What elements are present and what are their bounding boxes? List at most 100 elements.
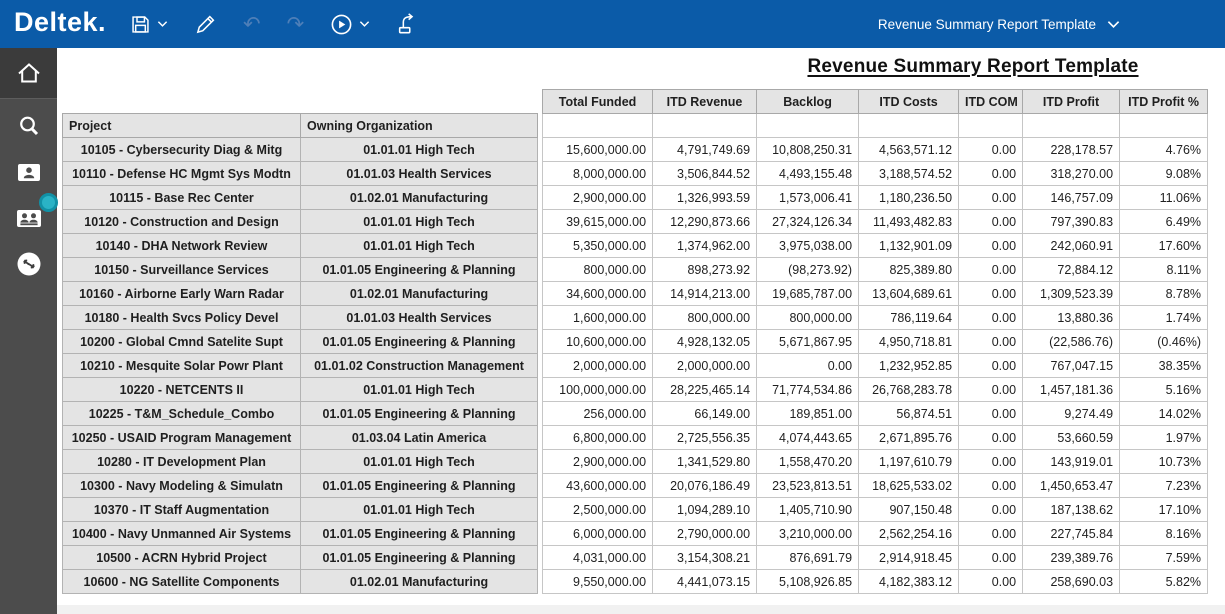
total-funded-cell[interactable]: 39,615,000.00	[543, 210, 653, 234]
itd-costs-cell[interactable]: 11,493,482.83	[859, 210, 959, 234]
backlog-cell[interactable]: 27,324,126.34	[757, 210, 859, 234]
itd-profit-cell[interactable]: 1,450,653.47	[1023, 474, 1120, 498]
itd-revenue-cell[interactable]: 2,000,000.00	[653, 354, 757, 378]
total-funded-cell[interactable]: 9,550,000.00	[543, 570, 653, 594]
itd-costs-cell[interactable]: 4,563,571.12	[859, 138, 959, 162]
backlog-cell[interactable]: 3,975,038.00	[757, 234, 859, 258]
backlog-cell[interactable]: 71,774,534.86	[757, 378, 859, 402]
itd-revenue-cell[interactable]: 1,326,993.59	[653, 186, 757, 210]
itd-revenue-cell[interactable]: 12,290,873.66	[653, 210, 757, 234]
backlog-cell[interactable]: 876,691.79	[757, 546, 859, 570]
col-header-total-funded[interactable]: Total Funded	[543, 90, 653, 114]
table-row[interactable]: 10140 - DHA Network Review01.01.01 High …	[63, 234, 1208, 258]
project-cell[interactable]: 10250 - USAID Program Management	[63, 426, 301, 450]
itd-com-cell[interactable]: 0.00	[959, 570, 1023, 594]
itd-profit-cell[interactable]: 146,757.09	[1023, 186, 1120, 210]
table-row[interactable]: 10115 - Base Rec Center01.02.01 Manufact…	[63, 186, 1208, 210]
backlog-cell[interactable]: 0.00	[757, 354, 859, 378]
itd-com-cell[interactable]: 0.00	[959, 306, 1023, 330]
backlog-cell[interactable]: 3,210,000.00	[757, 522, 859, 546]
itd-revenue-cell[interactable]: 1,094,289.10	[653, 498, 757, 522]
itd-profit-pct-cell[interactable]: 8.78%	[1120, 282, 1208, 306]
total-funded-cell[interactable]: 2,900,000.00	[543, 186, 653, 210]
project-cell[interactable]: 10600 - NG Satellite Components	[63, 570, 301, 594]
total-funded-cell[interactable]: 100,000,000.00	[543, 378, 653, 402]
org-cell[interactable]: 01.01.03 Health Services	[301, 162, 538, 186]
total-funded-cell[interactable]: 6,000,000.00	[543, 522, 653, 546]
itd-profit-pct-cell[interactable]: 7.59%	[1120, 546, 1208, 570]
itd-profit-cell[interactable]: 13,880.36	[1023, 306, 1120, 330]
total-funded-cell[interactable]: 6,800,000.00	[543, 426, 653, 450]
backlog-cell[interactable]: 19,685,787.00	[757, 282, 859, 306]
itd-com-cell[interactable]: 0.00	[959, 402, 1023, 426]
itd-costs-cell[interactable]: 13,604,689.61	[859, 282, 959, 306]
org-cell[interactable]: 01.01.05 Engineering & Planning	[301, 330, 538, 354]
itd-profit-cell[interactable]: 242,060.91	[1023, 234, 1120, 258]
itd-com-cell[interactable]: 0.00	[959, 426, 1023, 450]
itd-com-cell[interactable]: 0.00	[959, 258, 1023, 282]
itd-profit-cell[interactable]: 72,884.12	[1023, 258, 1120, 282]
itd-revenue-cell[interactable]: 4,928,132.05	[653, 330, 757, 354]
itd-com-cell[interactable]: 0.00	[959, 162, 1023, 186]
itd-revenue-cell[interactable]: 4,441,073.15	[653, 570, 757, 594]
itd-profit-pct-cell[interactable]: 11.06%	[1120, 186, 1208, 210]
total-funded-cell[interactable]: 256,000.00	[543, 402, 653, 426]
itd-costs-cell[interactable]: 1,197,610.79	[859, 450, 959, 474]
org-cell[interactable]: 01.01.01 High Tech	[301, 138, 538, 162]
itd-profit-pct-cell[interactable]: 8.11%	[1120, 258, 1208, 282]
project-cell[interactable]: 10400 - Navy Unmanned Air Systems	[63, 522, 301, 546]
itd-revenue-cell[interactable]: 800,000.00	[653, 306, 757, 330]
itd-revenue-cell[interactable]: 1,374,962.00	[653, 234, 757, 258]
sidebar-item-employee[interactable]	[17, 160, 41, 184]
itd-revenue-cell[interactable]: 898,273.92	[653, 258, 757, 282]
backlog-cell[interactable]: 189,851.00	[757, 402, 859, 426]
itd-profit-pct-cell[interactable]: 7.23%	[1120, 474, 1208, 498]
org-cell[interactable]: 01.01.01 High Tech	[301, 498, 538, 522]
org-cell[interactable]: 01.02.01 Manufacturing	[301, 570, 538, 594]
itd-profit-cell[interactable]: (22,586.76)	[1023, 330, 1120, 354]
total-funded-cell[interactable]: 1,600,000.00	[543, 306, 653, 330]
itd-profit-pct-cell[interactable]: 4.76%	[1120, 138, 1208, 162]
backlog-cell[interactable]: 23,523,813.51	[757, 474, 859, 498]
table-row[interactable]: 10160 - Airborne Early Warn Radar01.02.0…	[63, 282, 1208, 306]
itd-profit-cell[interactable]: 228,178.57	[1023, 138, 1120, 162]
table-row[interactable]: 10150 - Surveillance Services01.01.05 En…	[63, 258, 1208, 282]
org-cell[interactable]: 01.01.01 High Tech	[301, 234, 538, 258]
project-cell[interactable]: 10210 - Mesquite Solar Powr Plant	[63, 354, 301, 378]
itd-com-cell[interactable]: 0.00	[959, 474, 1023, 498]
backlog-cell[interactable]: 800,000.00	[757, 306, 859, 330]
col-header-itd-com[interactable]: ITD COM	[959, 90, 1023, 114]
itd-com-cell[interactable]: 0.00	[959, 210, 1023, 234]
project-cell[interactable]: 10200 - Global Cmnd Satelite Supt	[63, 330, 301, 354]
itd-com-cell[interactable]: 0.00	[959, 282, 1023, 306]
itd-costs-cell[interactable]: 825,389.80	[859, 258, 959, 282]
table-row[interactable]: 10210 - Mesquite Solar Powr Plant01.01.0…	[63, 354, 1208, 378]
itd-profit-pct-cell[interactable]: 10.73%	[1120, 450, 1208, 474]
itd-costs-cell[interactable]: 1,180,236.50	[859, 186, 959, 210]
redo-button[interactable]: ↷	[287, 14, 305, 34]
itd-profit-pct-cell[interactable]: 6.49%	[1120, 210, 1208, 234]
total-funded-cell[interactable]: 800,000.00	[543, 258, 653, 282]
itd-profit-cell[interactable]: 143,919.01	[1023, 450, 1120, 474]
itd-profit-pct-cell[interactable]: 1.97%	[1120, 426, 1208, 450]
project-cell[interactable]: 10140 - DHA Network Review	[63, 234, 301, 258]
col-header-backlog[interactable]: Backlog	[757, 90, 859, 114]
project-cell[interactable]: 10120 - Construction and Design	[63, 210, 301, 234]
sidebar-item-history[interactable]	[16, 252, 42, 276]
edit-button[interactable]	[194, 13, 217, 36]
project-cell[interactable]: 10300 - Navy Modeling & Simulatn	[63, 474, 301, 498]
itd-revenue-cell[interactable]: 2,790,000.00	[653, 522, 757, 546]
itd-costs-cell[interactable]: 18,625,533.02	[859, 474, 959, 498]
project-cell[interactable]: 10370 - IT Staff Augmentation	[63, 498, 301, 522]
sidebar-item-home[interactable]	[0, 48, 57, 99]
itd-costs-cell[interactable]: 1,132,901.09	[859, 234, 959, 258]
project-cell[interactable]: 10115 - Base Rec Center	[63, 186, 301, 210]
org-cell[interactable]: 01.02.01 Manufacturing	[301, 186, 538, 210]
export-button[interactable]	[396, 13, 418, 35]
itd-costs-cell[interactable]: 56,874.51	[859, 402, 959, 426]
itd-profit-cell[interactable]: 767,047.15	[1023, 354, 1120, 378]
itd-profit-pct-cell[interactable]: 14.02%	[1120, 402, 1208, 426]
sidebar-resize-handle[interactable]	[39, 193, 58, 212]
org-cell[interactable]: 01.01.02 Construction Management	[301, 354, 538, 378]
itd-com-cell[interactable]: 0.00	[959, 330, 1023, 354]
